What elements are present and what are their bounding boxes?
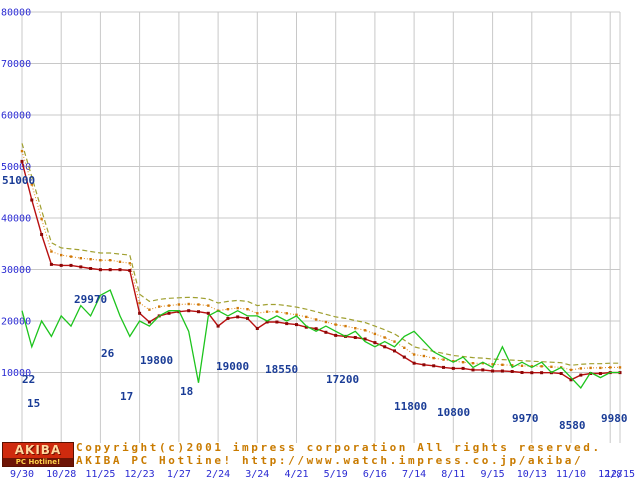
svg-text:9/30: 9/30 (10, 469, 34, 480)
akiba-pc-hotline-logo: AKIBA PC Hotline! (2, 442, 74, 467)
svg-text:6/16: 6/16 (363, 469, 387, 480)
svg-text:7/14: 7/14 (402, 469, 426, 480)
svg-text:19800: 19800 (140, 354, 173, 367)
svg-text:9970: 9970 (512, 412, 539, 425)
svg-text:51000: 51000 (2, 174, 35, 187)
x-axis-labels: 9/30 10/28 11/25 12/23 1/27 2/24 3/24 4/21 5/19 6… (10, 469, 635, 480)
grid (21, 11, 621, 443)
svg-text:8/11: 8/11 (441, 469, 465, 480)
logo-subtitle-text: PC Hotline! (3, 458, 73, 466)
svg-text:26: 26 (101, 347, 115, 360)
series-avg-price (20, 149, 622, 372)
svg-text:70000: 70000 (1, 59, 31, 70)
svg-text:18550: 18550 (265, 363, 298, 376)
svg-text:10000: 10000 (1, 368, 31, 379)
svg-text:11/10: 11/10 (556, 469, 586, 480)
series-max-price (21, 143, 620, 366)
svg-text:10/28: 10/28 (46, 469, 76, 480)
svg-text:60000: 60000 (1, 111, 31, 122)
svg-text:10800: 10800 (437, 406, 470, 419)
svg-text:40000: 40000 (1, 214, 31, 225)
svg-text:17: 17 (120, 390, 133, 403)
svg-text:10/13: 10/13 (517, 469, 547, 480)
svg-text:8580: 8580 (559, 419, 586, 432)
svg-text:50000: 50000 (1, 162, 31, 173)
svg-text:17200: 17200 (326, 373, 359, 386)
svg-text:29970: 29970 (74, 293, 107, 306)
logo-akiba-text: AKIBA (3, 443, 73, 458)
svg-text:11/25: 11/25 (85, 469, 115, 480)
svg-text:12/8: 12/8 (598, 469, 622, 480)
svg-text:80000: 80000 (1, 8, 31, 19)
copyright-text: Copyright(c)2001 impress corporation All… (76, 441, 602, 454)
svg-text:19000: 19000 (216, 360, 249, 373)
svg-text:22: 22 (22, 373, 35, 386)
y-axis-labels: 80000 70000 60000 50000 40000 30000 20000 10000 (1, 8, 31, 380)
svg-text:9980: 9980 (601, 412, 628, 425)
svg-text:11800: 11800 (394, 400, 427, 413)
svg-text:9/15: 9/15 (481, 469, 505, 480)
svg-text:20000: 20000 (1, 317, 31, 328)
svg-text:30000: 30000 (1, 265, 31, 276)
svg-text:2/24: 2/24 (206, 469, 230, 480)
site-url-text: AKIBA PC Hotline! http://www.watch.impre… (76, 454, 584, 467)
svg-text:3/24: 3/24 (245, 469, 269, 480)
svg-text:4/21: 4/21 (284, 469, 308, 480)
data-point-labels: 51000 29970 22 15 26 17 19800 18 19000 18550 17200… (2, 174, 628, 432)
svg-text:1/27: 1/27 (167, 469, 191, 480)
series-shop-count (21, 289, 620, 389)
svg-text:15: 15 (27, 397, 40, 410)
svg-text:12/23: 12/23 (125, 469, 155, 480)
svg-text:5/19: 5/19 (324, 469, 348, 480)
svg-text:12/15: 12/15 (605, 469, 635, 480)
svg-text:18: 18 (180, 385, 193, 398)
